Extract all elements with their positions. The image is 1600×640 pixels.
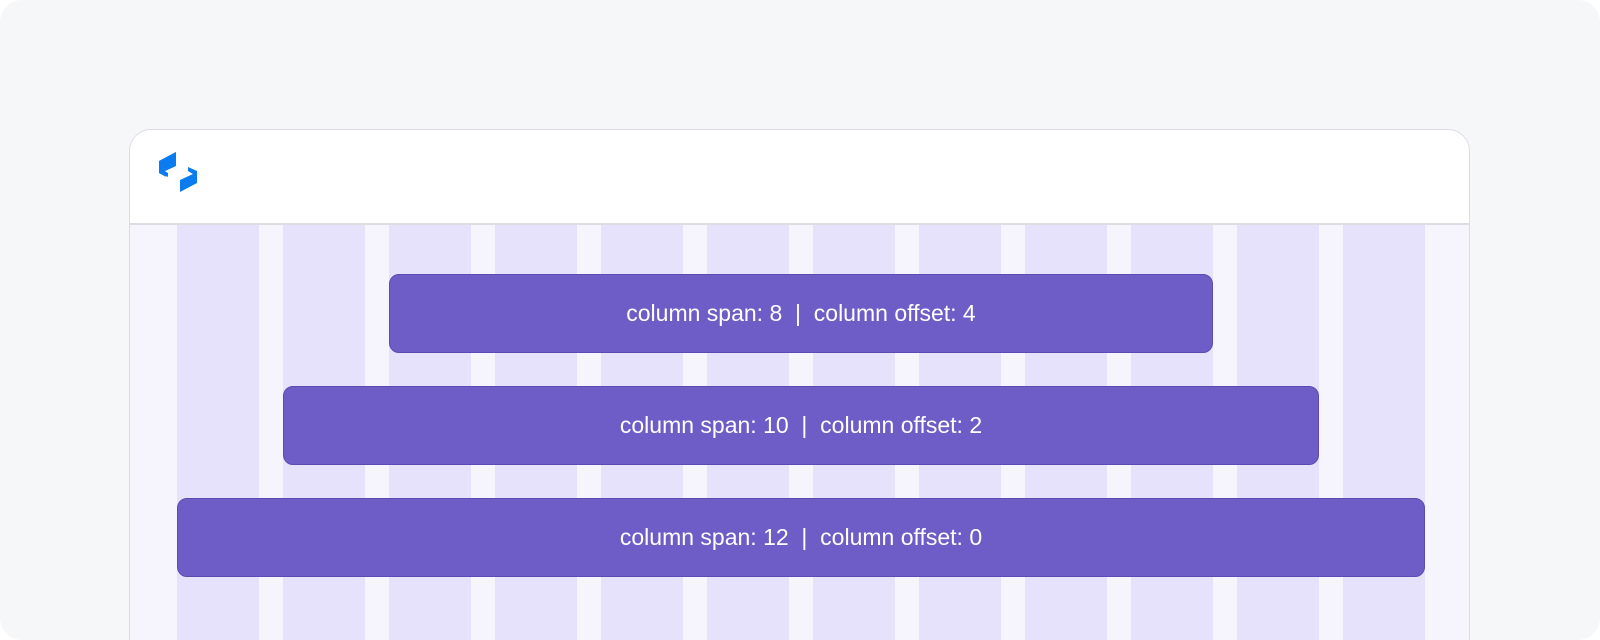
grid-column (177, 225, 259, 640)
app-window: column span: 8 | column offset: 4 column … (129, 129, 1470, 640)
grid-column (1343, 225, 1425, 640)
brand-logo-icon[interactable] (159, 152, 197, 192)
column-grid: column span: 8 | column offset: 4 column … (130, 225, 1469, 640)
header (130, 130, 1469, 225)
grid-row-bar: column span: 10 | column offset: 2 (283, 386, 1319, 465)
grid-row-bar: column span: 12 | column offset: 0 (177, 498, 1425, 577)
grid-row-bar: column span: 8 | column offset: 4 (389, 274, 1213, 353)
